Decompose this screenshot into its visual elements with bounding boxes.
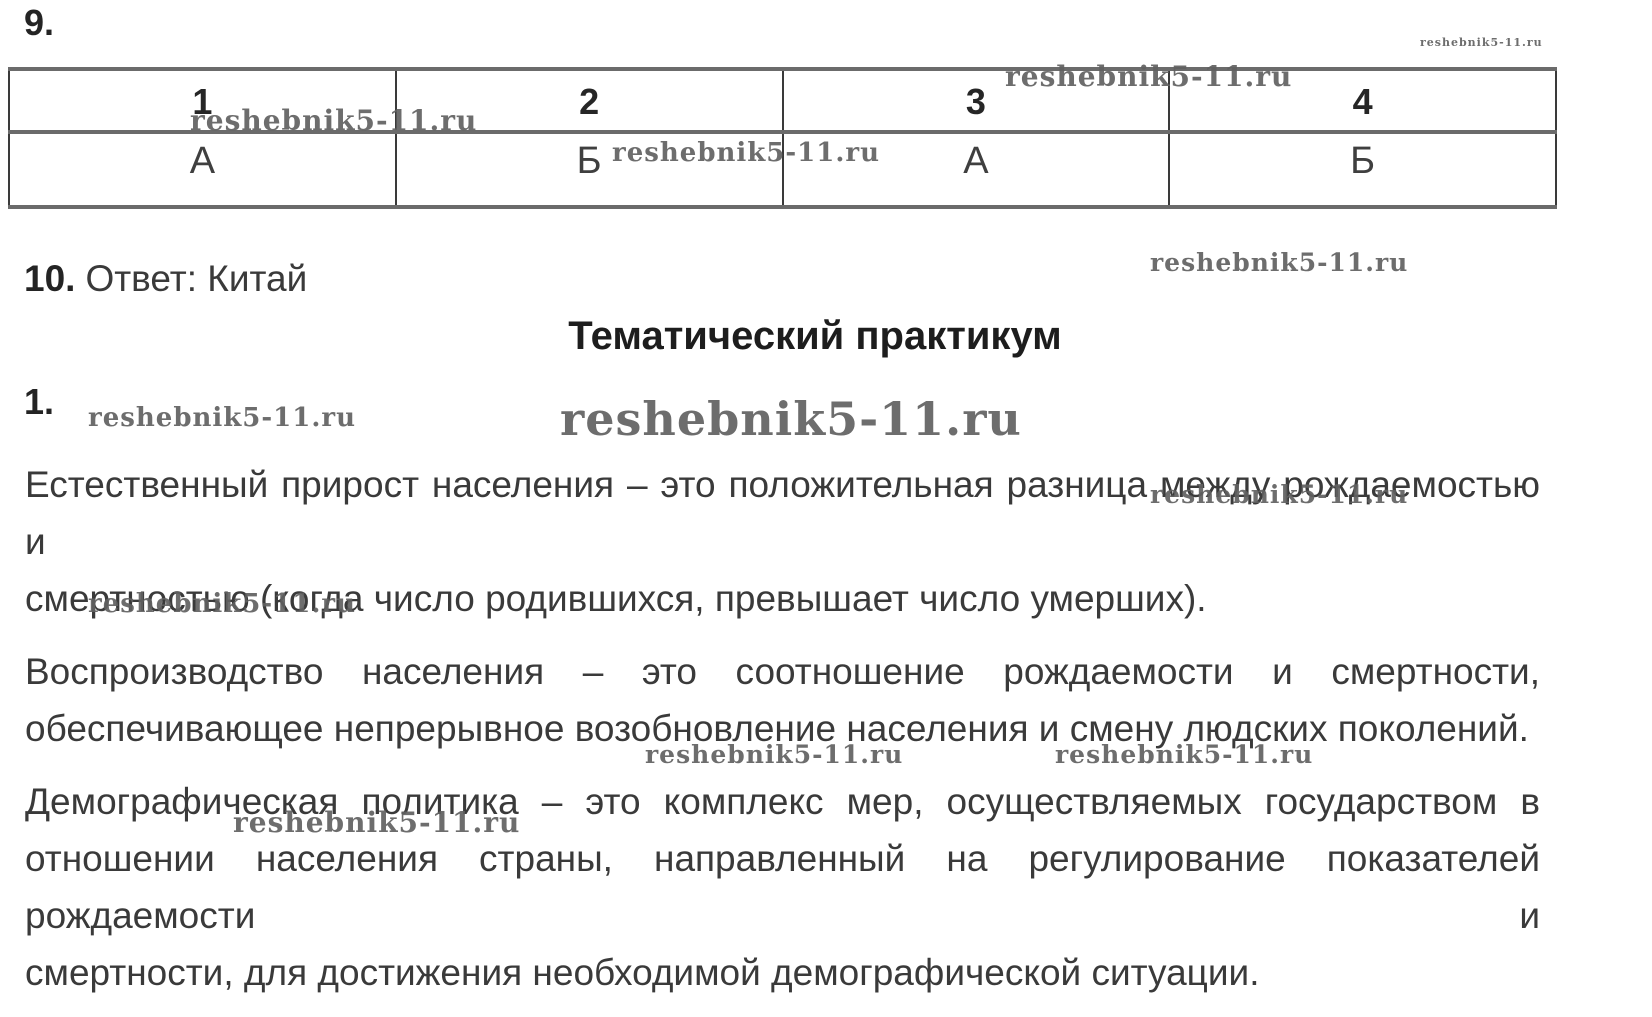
table-answer-row: А Б А Б [9,132,1556,207]
paragraph-line: смертности, для достижения необходимой д… [25,952,1260,993]
definitions-text: Естественный прирост населения – это пол… [25,456,1540,1017]
paragraph: Естественный прирост населения – это пол… [25,456,1540,627]
table-header-cell: 2 [394,69,783,134]
answer-cell: Б [1168,132,1556,207]
table-header-cell: 1 [9,69,396,134]
paragraph-line: отношении населения страны, направленный… [25,838,1540,936]
paragraph-line: смертностью (когда число родившихся, пре… [25,578,1207,619]
answer-cell: Б [394,132,783,207]
watermark: reshebnik5-11.ru [612,138,881,168]
section-9-label: 9. [24,2,55,43]
paragraph-line: Демографическая политика – это комплекс … [25,781,1540,822]
watermark: reshebnik5-11.ru [1150,480,1409,509]
table-header-cell: 3 [781,69,1170,134]
practicum-heading: Тематический практикум [568,314,1062,358]
watermark: reshebnik5-11.ru [560,392,1022,446]
task-1-label: 1. [24,381,55,422]
answer-cell: А [189,140,216,182]
watermark: reshebnik5-11.ru [1005,60,1293,93]
answer-cell: А [781,132,1170,207]
paragraph: Демографическая политика – это комплекс … [25,773,1540,1001]
paragraph-line: Естественный прирост населения – это пол… [25,464,1540,562]
answers-table: 1 2 3 4 А Б А Б [8,67,1557,209]
watermark: reshebnik5-11.ru [1150,248,1409,277]
section-10-label: 10. [24,258,76,299]
watermark: reshebnik5-11.ru [1055,740,1314,769]
watermark: reshebnik5-11.ru [88,589,357,619]
table-header-cell: 4 [1168,69,1556,134]
watermark: reshebnik5-11.ru [233,806,521,839]
paragraph-line: Воспроизводство населения – это соотноше… [25,651,1540,692]
page-root: { "page": { "section9_label": "9.", "sec… [8,2,1557,993]
paragraph-line: обеспечивающее непрерывное возобновление… [25,708,1529,749]
watermark: reshebnik5-11.ru [88,403,357,433]
section-10-line: 10. Ответ: Китай [24,258,307,300]
paragraph: Воспроизводство населения – это соотноше… [25,643,1540,757]
watermark: reshebnik5-11.ru [645,740,904,769]
watermark: reshebnik5-11.ru [190,104,478,137]
watermark: reshebnik5-11.ru [1420,36,1543,49]
table-header-row: 1 2 3 4 [9,69,1556,134]
section-10-answer: Ответ: Китай [85,258,308,299]
